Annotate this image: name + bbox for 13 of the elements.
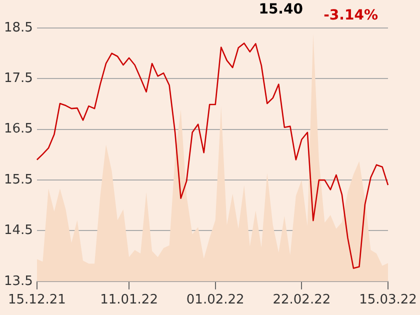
x-tick-label: 22.02.22 xyxy=(272,292,331,308)
y-tick-label: 13.5 xyxy=(4,274,33,289)
x-tick-label: 15.03.22 xyxy=(359,292,417,308)
y-tick-label: 18.5 xyxy=(4,20,33,36)
y-tick-label: 14.5 xyxy=(4,223,33,238)
text: -3.14% xyxy=(324,8,378,24)
x-tick-label: 01.02.22 xyxy=(186,292,244,308)
x-tick-label: 15.12.21 xyxy=(8,292,66,308)
y-tick-label: 15.5 xyxy=(4,172,33,188)
x-tick-label: 11.01.22 xyxy=(100,292,158,308)
text: 15.40 xyxy=(258,2,304,18)
y-tick-label: 16.5 xyxy=(4,122,33,137)
y-tick-label: 17.5 xyxy=(4,71,33,86)
